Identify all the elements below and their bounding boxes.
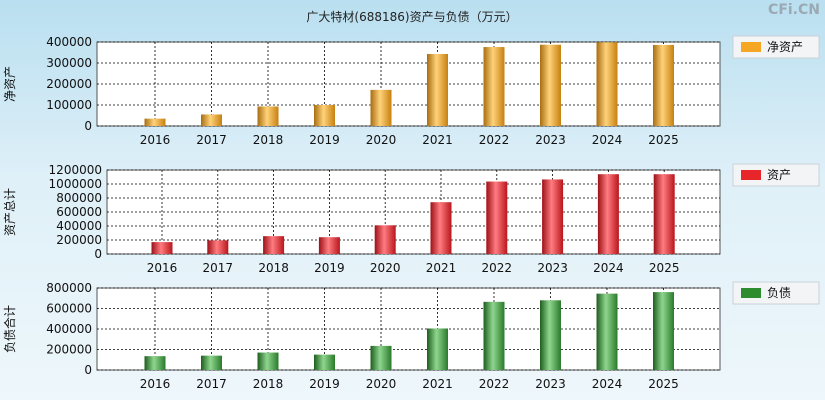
bar-2019 [318, 237, 340, 254]
legend-box [732, 35, 820, 59]
chart-title: 广大特材(688186)资产与负债（万元） [306, 9, 517, 24]
y-tick-label: 200000 [46, 77, 92, 91]
x-tick-label: 2023 [535, 377, 566, 391]
bar-2021 [427, 53, 448, 126]
y-tick-label: 200000 [46, 343, 92, 357]
y-axis-label: 净资产 [3, 66, 17, 102]
y-tick-label: 800000 [46, 281, 92, 295]
x-tick-label: 2021 [422, 133, 453, 147]
x-tick-label: 2018 [253, 133, 284, 147]
bar-2019 [314, 105, 335, 126]
y-tick-label: 300000 [46, 56, 92, 70]
bar-2016 [144, 356, 166, 370]
bar-2023 [540, 300, 561, 370]
bar-2021 [430, 202, 452, 254]
y-tick-label: 0 [84, 363, 92, 377]
y-tick-label: 400000 [56, 219, 102, 233]
x-tick-label: 2024 [592, 377, 623, 391]
x-tick-label: 2021 [426, 261, 457, 275]
legend-label: 净资产 [767, 40, 803, 54]
bar-2018 [263, 236, 285, 254]
x-tick-label: 2018 [258, 261, 289, 275]
x-tick-label: 2022 [479, 377, 510, 391]
legend-swatch [741, 288, 761, 298]
y-tick-label: 600000 [56, 205, 102, 219]
x-tick-label: 2025 [648, 377, 679, 391]
y-tick-label: 1200000 [49, 163, 102, 177]
bar-2024 [596, 293, 618, 370]
bar-2021 [427, 328, 448, 370]
x-tick-label: 2024 [592, 133, 623, 147]
x-tick-label: 2017 [196, 133, 227, 147]
x-tick-label: 2019 [309, 377, 340, 391]
x-tick-label: 2020 [370, 261, 401, 275]
bar-2022 [486, 181, 508, 254]
x-tick-label: 2022 [482, 261, 513, 275]
bar-2020 [370, 345, 392, 370]
legend-swatch [741, 42, 761, 52]
chart-panel-3: 800000 600000 400000 200000 0 2016 2017 2018 201… [2, 281, 820, 391]
x-tick-label: 2019 [314, 261, 345, 275]
legend-box [732, 163, 820, 187]
x-tick-label: 2016 [140, 133, 171, 147]
bar-2024 [596, 42, 618, 126]
y-tick-label: 100000 [46, 98, 92, 112]
bar-2016 [151, 242, 173, 254]
bar-2018 [257, 106, 279, 126]
legend: 净资产 [732, 35, 820, 59]
bar-2020 [374, 225, 396, 254]
x-tick-label: 2019 [309, 133, 340, 147]
y-tick-label: 0 [84, 119, 92, 133]
y-axis-label: 负债合计 [2, 305, 17, 353]
bar-2025 [653, 174, 675, 254]
bar-2023 [540, 44, 561, 127]
x-tick-label: 2020 [366, 377, 397, 391]
x-tick-label: 2025 [648, 133, 679, 147]
bar-2017 [207, 240, 229, 254]
chart-panel-1: 400000 300000 200000 100000 0 2016 2017 2018 201… [3, 35, 820, 147]
x-tick-label: 2016 [147, 261, 178, 275]
y-tick-label: 600000 [46, 302, 92, 316]
bar-2022 [483, 47, 505, 126]
x-tick-label: 2023 [535, 133, 566, 147]
bar-2024 [597, 174, 619, 254]
x-tick-label: 2016 [140, 377, 171, 391]
x-tick-label: 2017 [196, 377, 227, 391]
y-axis-label: 资产总计 [3, 188, 17, 236]
legend: 负债 [732, 281, 820, 305]
y-tick-label: 800000 [56, 191, 102, 205]
bar-2017 [201, 114, 222, 126]
x-tick-label: 2020 [366, 133, 397, 147]
x-tick-label: 2025 [649, 261, 680, 275]
y-tick-label: 400000 [46, 322, 92, 336]
bar-2025 [653, 292, 674, 370]
x-tick-label: 2024 [593, 261, 624, 275]
bar-2018 [257, 352, 279, 370]
y-tick-label: 0 [94, 247, 102, 261]
bar-2020 [370, 89, 392, 126]
bar-2022 [483, 301, 505, 370]
legend-box [732, 281, 820, 305]
watermark: CFi.CN [768, 2, 820, 18]
x-tick-label: 2018 [253, 377, 284, 391]
legend-swatch [741, 170, 761, 180]
bar-2025 [653, 44, 674, 126]
y-tick-label: 1000000 [49, 177, 102, 191]
bar-2019 [314, 354, 335, 370]
y-tick-label: 400000 [46, 35, 92, 49]
x-tick-label: 2022 [479, 133, 510, 147]
x-tick-label: 2021 [422, 377, 453, 391]
x-tick-label: 2017 [203, 261, 234, 275]
x-tick-label: 2023 [537, 261, 568, 275]
legend: 资产 [732, 163, 820, 187]
bar-2016 [144, 118, 166, 126]
y-tick-label: 200000 [56, 233, 102, 247]
bar-2017 [201, 355, 222, 370]
legend-label: 负债 [767, 286, 791, 300]
legend-label: 资产 [767, 168, 791, 182]
bar-2023 [542, 179, 564, 254]
